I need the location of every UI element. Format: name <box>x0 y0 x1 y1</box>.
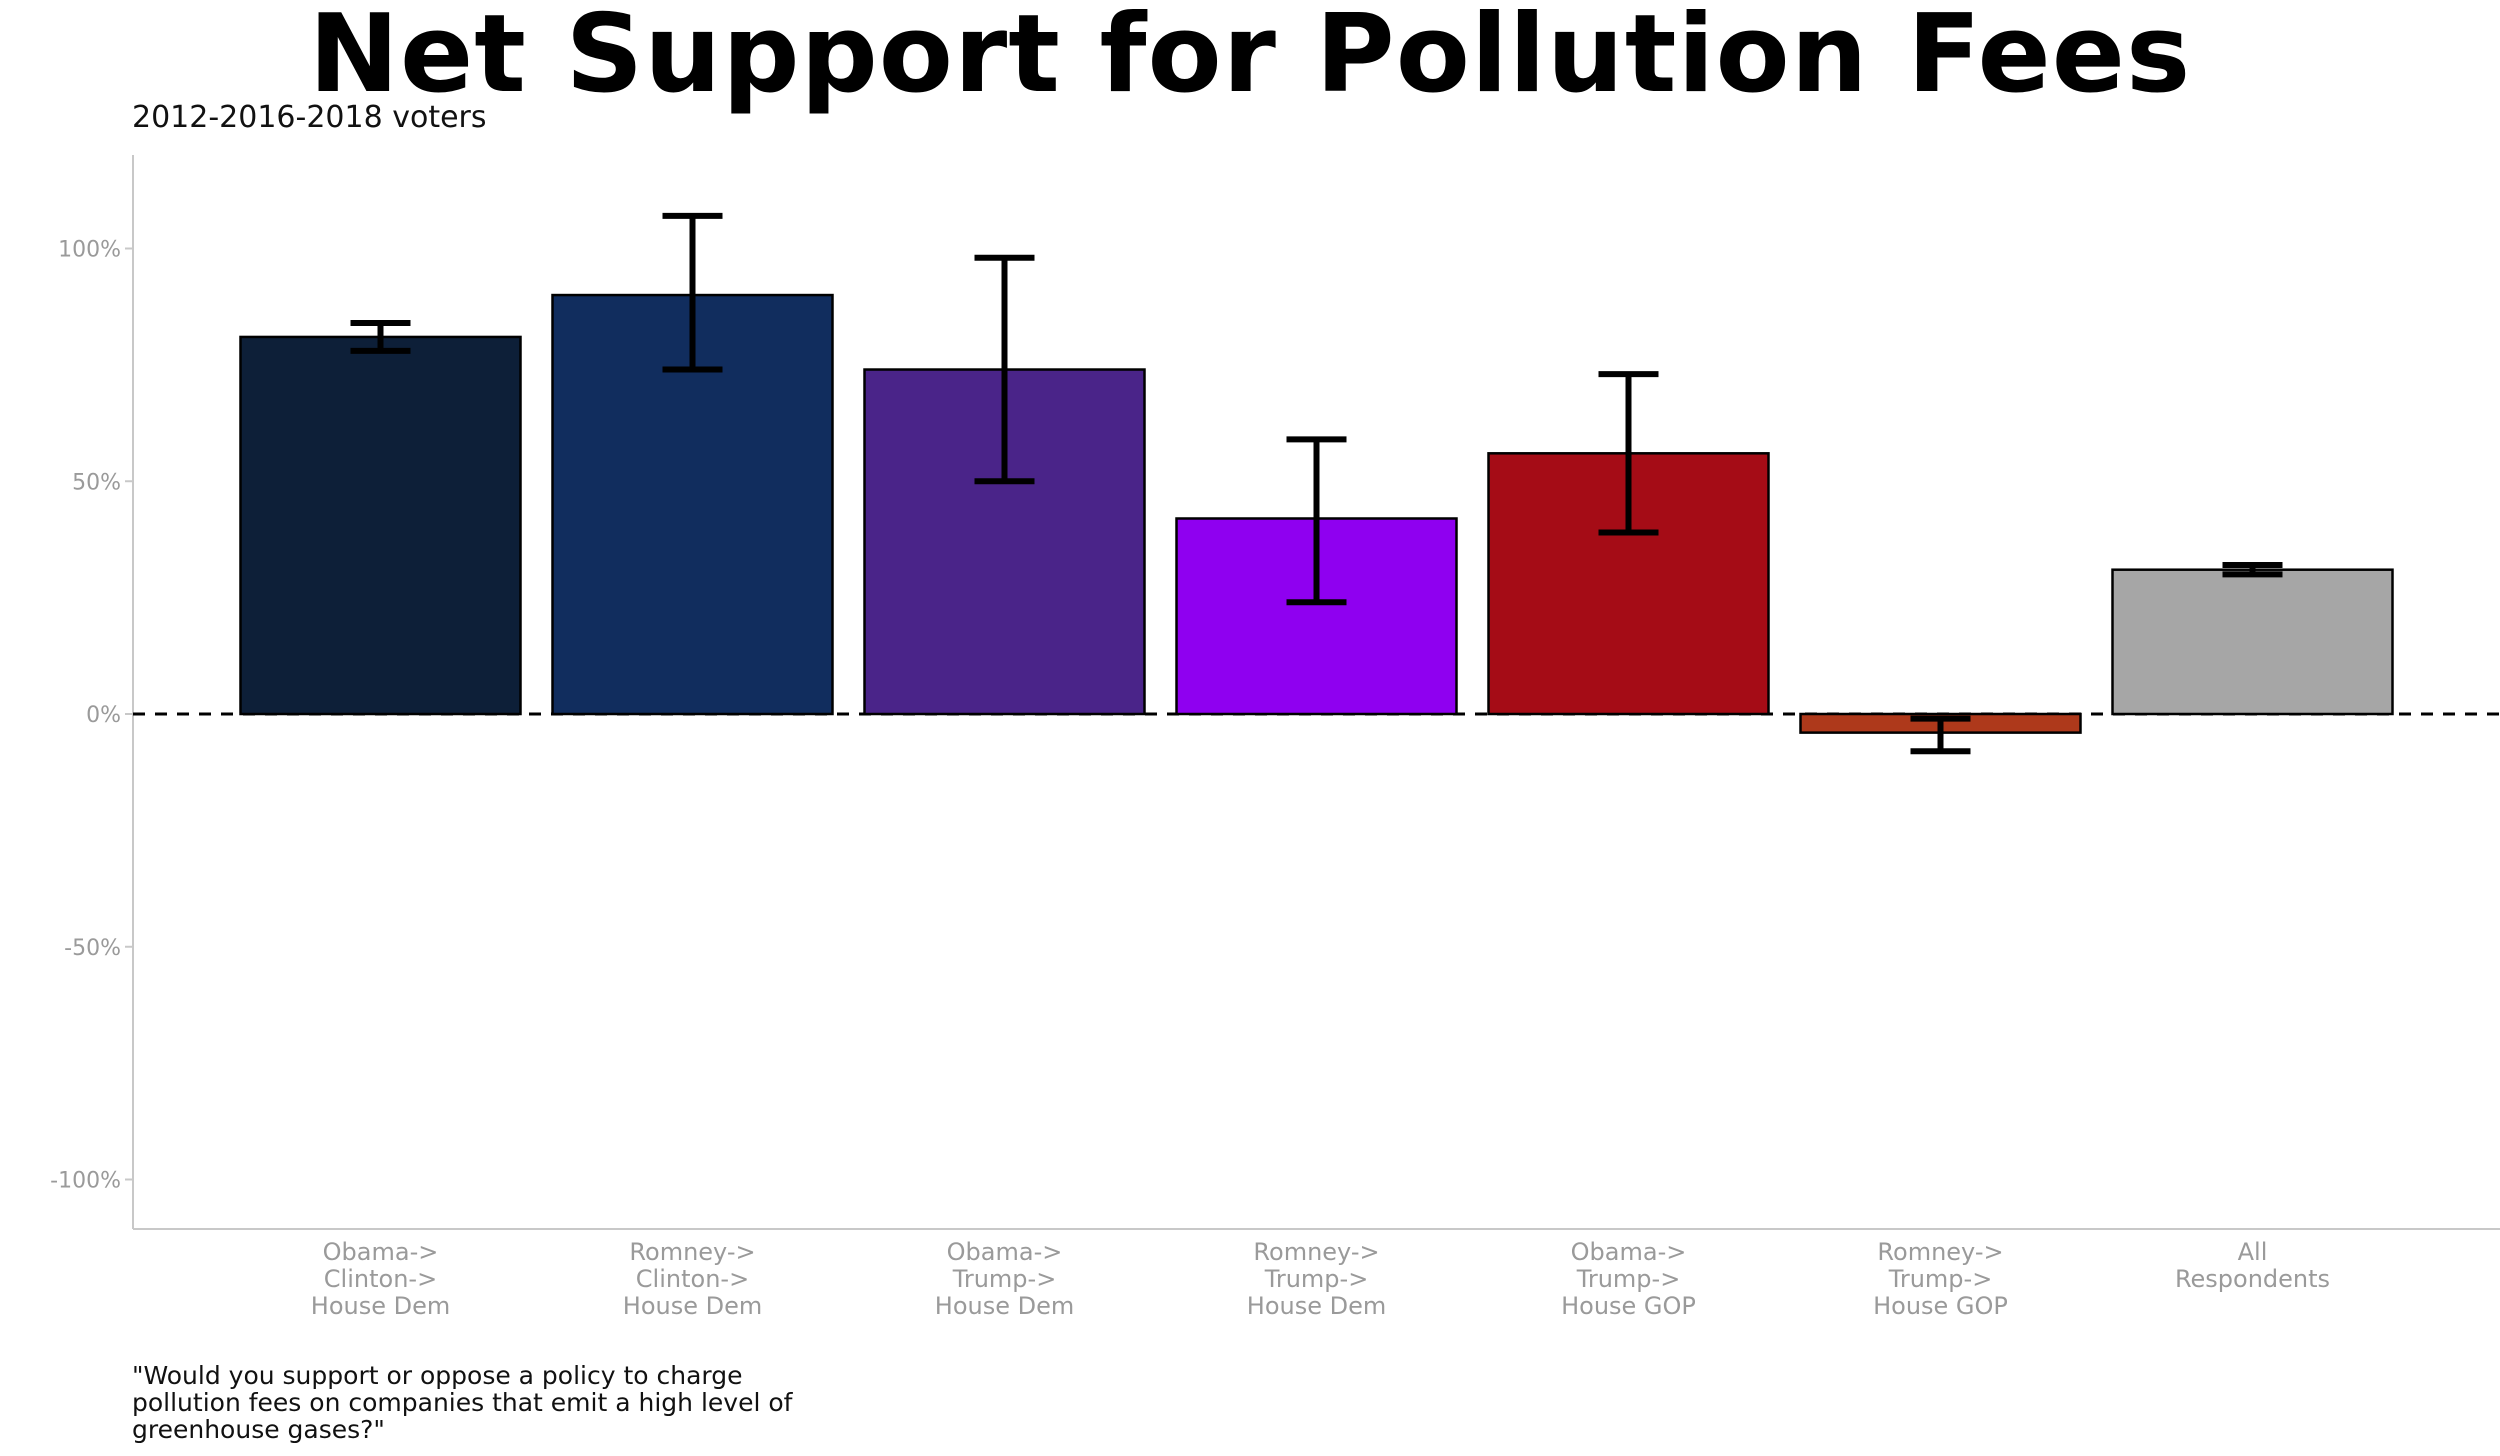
category-label-line: Respondents <box>2175 1265 2330 1293</box>
category-label-line: Obama-> <box>947 1238 1063 1266</box>
category-label-line: Obama-> <box>1571 1238 1687 1266</box>
chart-title: Net Support for Pollution Fees <box>308 0 2192 117</box>
y-tick-label: 50% <box>72 470 121 495</box>
category-label-line: Clinton-> <box>636 1265 749 1293</box>
axes: -100% -50% 0% 50% 100% <box>50 155 2500 1230</box>
category-label-line: Trump-> <box>952 1265 1057 1293</box>
y-tick-label: 100% <box>58 238 121 263</box>
category-label-line: Obama-> <box>323 1238 439 1266</box>
category-label-line: Romney-> <box>1253 1238 1379 1266</box>
category-label-line: House GOP <box>1561 1292 1696 1320</box>
category-label-line: Romney-> <box>1877 1238 2003 1266</box>
bar <box>239 335 522 716</box>
category-label-line: Trump-> <box>1888 1265 1993 1293</box>
category-label: Obama-> Trump-> House Dem <box>935 1238 1074 1320</box>
chart-subtitle: 2012-2016-2018 voters <box>132 100 487 135</box>
category-label-line: House Dem <box>935 1292 1074 1320</box>
chart-caption: "Would you support or oppose a policy to… <box>132 1361 793 1444</box>
error-bars <box>350 212 2283 755</box>
category-label: Obama-> Trump-> House GOP <box>1561 1238 1696 1320</box>
category-label-line: House GOP <box>1873 1292 2008 1320</box>
category-label-line: House Dem <box>1247 1292 1386 1320</box>
category-label-line: Trump-> <box>1264 1265 1369 1293</box>
category-label-line: House Dem <box>623 1292 762 1320</box>
bar <box>2111 568 2394 716</box>
category-label: Romney-> Clinton-> House Dem <box>623 1238 762 1320</box>
category-label-line: Clinton-> <box>324 1265 437 1293</box>
category-label: Romney-> Trump-> House GOP <box>1873 1238 2008 1320</box>
y-tick-label: -50% <box>64 936 121 961</box>
y-tick-label: 0% <box>86 703 121 728</box>
category-label-line: Romney-> <box>629 1238 755 1266</box>
category-label: All Respondents <box>2175 1238 2330 1293</box>
category-label-line: All <box>2238 1238 2268 1266</box>
category-label-line: Trump-> <box>1576 1265 1681 1293</box>
y-tick-label: -100% <box>50 1169 121 1194</box>
category-label: Romney-> Trump-> House Dem <box>1247 1238 1386 1320</box>
category-label-line: House Dem <box>311 1292 450 1320</box>
category-label: Obama-> Clinton-> House Dem <box>311 1238 450 1320</box>
